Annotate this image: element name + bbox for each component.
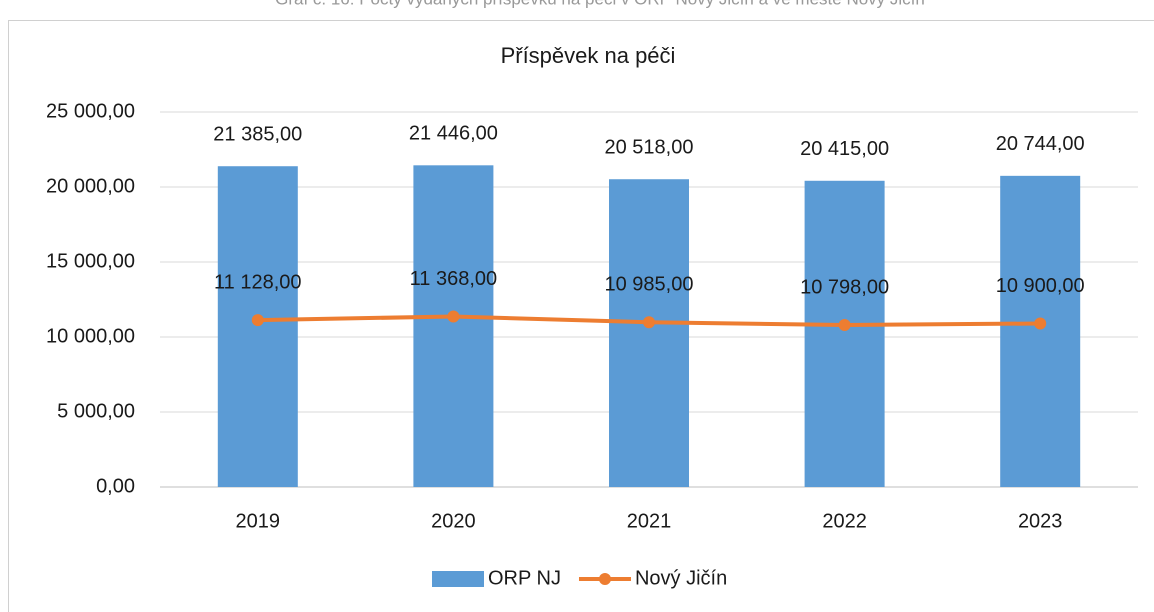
caption: Graf č. 16: Počty vydaných příspěvků na …	[275, 0, 925, 8]
line-marker	[251, 314, 264, 327]
line-marker	[838, 319, 851, 332]
chart-title: Příspěvek na péči	[501, 43, 676, 68]
y-tick-label: 10 000,00	[46, 325, 135, 347]
line-marker	[643, 316, 655, 329]
chart-frame	[8, 20, 1154, 612]
data-label: 21 446,00	[409, 123, 498, 145]
legend-swatch	[432, 571, 484, 587]
line-marker	[447, 310, 460, 323]
x-tick-label: 2020	[431, 510, 476, 532]
data-label: 20 415,00	[800, 138, 889, 160]
bar	[413, 165, 494, 487]
y-tick-label: 0,00	[96, 475, 135, 497]
bar	[804, 180, 885, 487]
legend-swatch	[598, 573, 611, 585]
bar	[217, 166, 298, 487]
x-tick-label: 2021	[627, 510, 672, 532]
data-label: 11 128,00	[214, 271, 302, 293]
x-tick-label: 2019	[236, 510, 281, 532]
data-label: 11 368,00	[410, 268, 498, 290]
line-marker	[1034, 317, 1047, 330]
legend-label: ORP NJ	[488, 567, 561, 589]
y-tick-label: 5 000,00	[57, 400, 135, 422]
y-tick-label: 20 000,00	[46, 175, 135, 197]
bar	[609, 179, 689, 488]
data-label: 10 985,00	[605, 274, 694, 296]
data-label: 21 385,00	[213, 124, 302, 146]
data-label: 20 744,00	[996, 133, 1085, 155]
y-tick-label: 25 000,00	[46, 100, 135, 122]
y-tick-label: 15 000,00	[46, 250, 135, 272]
data-label: 10 798,00	[800, 276, 889, 298]
bar	[1000, 175, 1081, 487]
legend-label: Nový Jičín	[635, 567, 727, 589]
data-label: 20 518,00	[605, 137, 694, 159]
x-tick-label: 2023	[1018, 510, 1063, 532]
data-label: 10 900,00	[996, 275, 1085, 297]
x-tick-label: 2022	[822, 510, 867, 532]
